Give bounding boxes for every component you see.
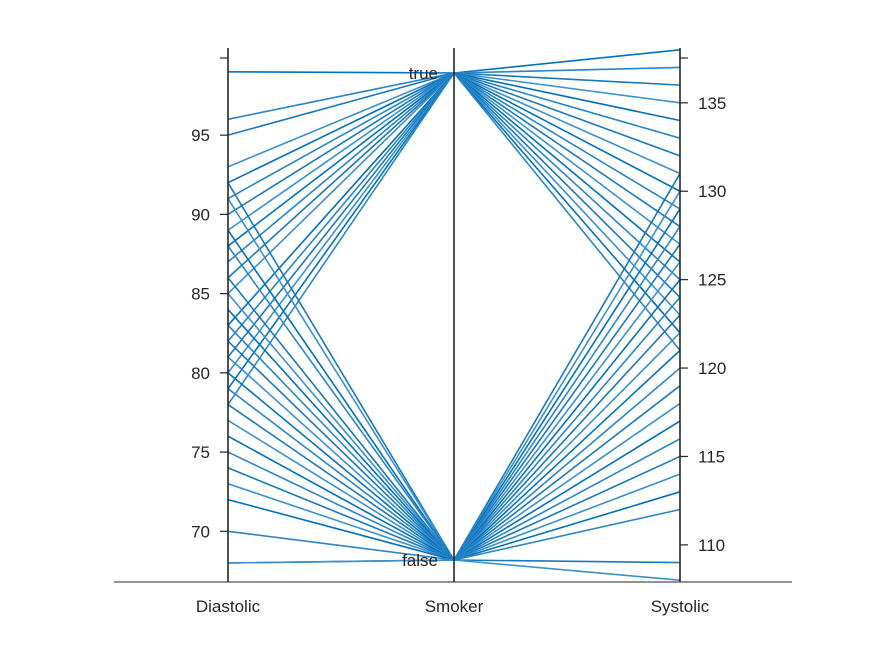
tick-label-diastolic-85: 85 bbox=[191, 285, 210, 304]
axes: 70 75 80 85 90 95 false true 110 115 120 125 130 135 bbox=[191, 48, 726, 582]
tick-label-systolic-125: 125 bbox=[698, 271, 726, 290]
tick-label-diastolic-75: 75 bbox=[191, 443, 210, 462]
tick-label-systolic-135: 135 bbox=[698, 94, 726, 113]
axis-names: Diastolic Smoker Systolic bbox=[196, 597, 710, 616]
tick-label-systolic-130: 130 bbox=[698, 182, 726, 201]
tick-label-systolic-110: 110 bbox=[698, 536, 725, 555]
axis-name-diastolic: Diastolic bbox=[196, 597, 261, 616]
axis-name-smoker: Smoker bbox=[425, 597, 484, 616]
tick-label-diastolic-80: 80 bbox=[191, 364, 210, 383]
tick-label-diastolic-70: 70 bbox=[191, 522, 210, 541]
tick-label-diastolic-95: 95 bbox=[191, 126, 210, 145]
tick-label-systolic-120: 120 bbox=[698, 359, 726, 378]
category-label-true: true bbox=[409, 64, 438, 83]
tick-label-diastolic-90: 90 bbox=[191, 205, 210, 224]
axis-name-systolic: Systolic bbox=[651, 597, 710, 616]
category-label-false: false bbox=[402, 551, 438, 570]
tick-label-systolic-115: 115 bbox=[698, 447, 725, 466]
